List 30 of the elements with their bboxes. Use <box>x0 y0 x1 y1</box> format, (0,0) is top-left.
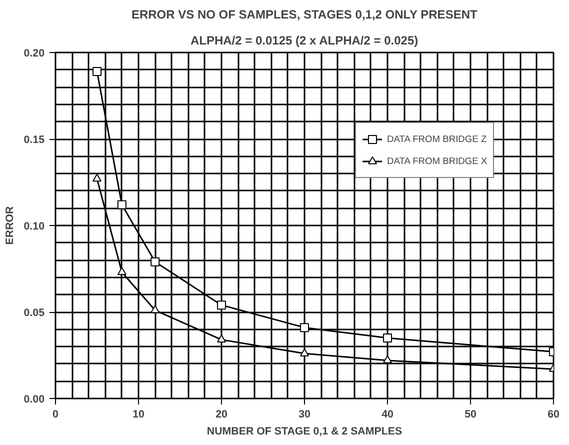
point <box>92 174 102 182</box>
legend-label: DATA FROM BRIDGE X <box>387 156 488 166</box>
point <box>117 200 126 210</box>
point <box>217 334 226 342</box>
x-tick-label: 20 <box>216 408 228 420</box>
legend-label: DATA FROM BRIDGE Z <box>387 134 487 144</box>
point <box>92 67 102 76</box>
point <box>383 355 392 364</box>
y-tick-label: 0.00 <box>24 394 45 406</box>
x-tick-label: 40 <box>382 408 394 420</box>
y-tick-label: 0.10 <box>24 220 45 232</box>
point <box>383 333 392 342</box>
y-axis-title: ERROR <box>4 206 16 245</box>
x-tick-label: 50 <box>464 408 476 420</box>
x-tick-label: 10 <box>132 408 144 420</box>
x-tick-label: 30 <box>298 408 310 420</box>
point <box>217 300 226 310</box>
y-tick-label: 0.05 <box>24 307 45 319</box>
point <box>300 323 309 332</box>
point <box>117 267 126 276</box>
y-tick-label: 0.20 <box>24 48 45 60</box>
x-axis-title: NUMBER OF STAGE 0,1 & 2 SAMPLES <box>206 426 402 438</box>
point <box>150 257 160 266</box>
x-tick-label: 0 <box>52 408 59 420</box>
point <box>150 305 160 314</box>
y-tick-label: 0.15 <box>24 134 45 146</box>
chart-subtitle: ALPHA/2 = 0.0125 (2 x ALPHA/2 = 0.025) <box>190 34 418 48</box>
chart-title: ERROR VS NO OF SAMPLES, STAGES 0,1,2 ONLY PRESENT <box>131 8 478 22</box>
x-tick-label: 60 <box>548 408 560 420</box>
point <box>300 348 309 356</box>
